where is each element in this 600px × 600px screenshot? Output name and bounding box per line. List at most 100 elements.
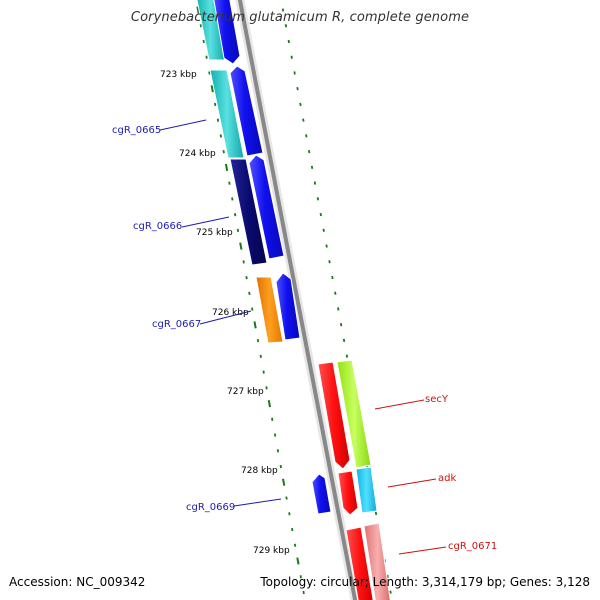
gene-label-cgR_0669[interactable]: cgR_0669	[186, 502, 235, 513]
gene-cgR_0669[interactable]	[311, 473, 332, 515]
tick-dot	[345, 354, 349, 358]
genome-title: Corynebacterium glutamicum R, complete g…	[130, 10, 470, 25]
tick-dot	[205, 55, 208, 59]
tick-dot	[302, 590, 305, 595]
gene-label-cgR_0666[interactable]: cgR_0666	[133, 221, 182, 232]
tick-dot	[296, 87, 299, 91]
tick-dot	[281, 8, 285, 12]
tick-dot	[316, 197, 320, 201]
tick-dot	[271, 417, 274, 421]
tick-dot	[233, 213, 237, 217]
tick-dot	[293, 543, 297, 547]
tick-dot	[228, 181, 231, 185]
tick-mark	[239, 242, 243, 250]
topology-text: Topology: circular; Length: 3,314,179 bp…	[260, 575, 590, 589]
tick-dot	[328, 260, 331, 264]
tick-mark	[224, 163, 229, 172]
gene-sky[interactable]	[355, 466, 378, 514]
gene-label-adk[interactable]: adk	[438, 473, 456, 484]
gene-red-3[interactable]	[345, 526, 374, 600]
tick-dot	[313, 181, 317, 185]
gene-red-1[interactable]	[317, 361, 351, 470]
tick-label-725: 725 kbp	[196, 228, 233, 238]
tick-dot	[386, 574, 389, 579]
tick-label-728: 728 kbp	[241, 466, 278, 476]
tick-dot	[245, 275, 248, 280]
gene-cgR_0667[interactable]	[255, 276, 284, 344]
tick-dot	[389, 590, 392, 594]
tick-dot	[305, 134, 308, 138]
gene-blue-3[interactable]	[248, 154, 285, 260]
tick-dot	[334, 291, 337, 295]
tick-dot	[242, 260, 245, 264]
gene-label-secY[interactable]: secY	[425, 394, 449, 405]
tick-mark	[296, 557, 300, 565]
accession-text: Accession: NC_009342	[9, 575, 146, 589]
gene-blue-2[interactable]	[229, 65, 264, 157]
reverse-strand-genes	[317, 359, 391, 600]
tick-label-727: 727 kbp	[227, 387, 264, 397]
tick-labels: 723 kbp 724 kbp 725 kbp 726 kbp 727 kbp …	[160, 70, 290, 556]
tick-dot	[236, 228, 240, 233]
tick-dot	[256, 338, 260, 343]
tick-dot	[202, 39, 205, 44]
tick-dot	[213, 102, 217, 107]
tick-dot	[291, 527, 294, 532]
gene-cgR_0665[interactable]	[196, 0, 245, 159]
gene-label-cgR_0665[interactable]: cgR_0665	[112, 125, 161, 136]
tick-mark	[253, 321, 257, 329]
tick-dot	[276, 449, 280, 453]
tick-dot	[337, 307, 340, 311]
tick-dot	[342, 338, 346, 343]
gene-label-cgR_0667[interactable]: cgR_0667	[152, 319, 201, 330]
tick-label-729: 729 kbp	[253, 546, 290, 556]
tick-dot	[199, 24, 203, 28]
tick-dot	[259, 354, 262, 358]
tick-dot	[319, 212, 322, 217]
gene-label-cgR_0671[interactable]: cgR_0671	[448, 541, 497, 552]
tick-dot	[216, 118, 220, 122]
tick-mark	[267, 399, 271, 408]
gene-blue-top[interactable]	[213, 0, 241, 65]
tick-dot	[248, 291, 251, 296]
genome-backbone	[235, 0, 360, 600]
tick-dot	[219, 134, 222, 138]
tick-label-726: 726 kbp	[212, 308, 249, 318]
tick-dot	[273, 433, 277, 437]
gene-cgR_0671[interactable]	[363, 522, 391, 600]
label-leader-lines	[159, 119, 447, 555]
tick-dot	[374, 511, 378, 516]
tick-dot	[262, 370, 265, 374]
tick-label-724: 724 kbp	[179, 149, 216, 159]
tick-dot	[325, 244, 328, 248]
tick-dot	[339, 323, 343, 327]
tick-dot	[231, 197, 234, 201]
forward-strand-genes	[196, 0, 332, 515]
gene-secY[interactable]	[336, 359, 372, 469]
tick-dot	[331, 275, 334, 280]
tick-dot	[308, 149, 311, 154]
tick-dot	[322, 228, 325, 232]
tick-dot	[299, 575, 302, 579]
tick-dot	[279, 464, 282, 469]
tick-dot	[222, 150, 225, 154]
gene-blue-4[interactable]	[275, 272, 301, 341]
tick-dot	[293, 71, 296, 75]
tick-mark	[196, 6, 200, 14]
tick-dot	[284, 24, 288, 28]
tick-dot	[288, 512, 291, 516]
tick-dot	[285, 496, 288, 500]
tick-dot	[299, 102, 302, 107]
tick-dot	[208, 71, 211, 75]
tick-mark	[210, 85, 214, 93]
tick-dot	[287, 39, 290, 44]
tick-mark	[282, 478, 286, 486]
tick-dot	[251, 307, 254, 311]
gene-adk[interactable]	[337, 470, 359, 516]
tick-dot	[302, 118, 305, 122]
gene-cgR_0666[interactable]	[229, 158, 268, 266]
gene-labels: cgR_0665 cgR_0666 cgR_0667 cgR_0669 secY…	[112, 125, 497, 552]
tick-dot	[265, 386, 268, 390]
